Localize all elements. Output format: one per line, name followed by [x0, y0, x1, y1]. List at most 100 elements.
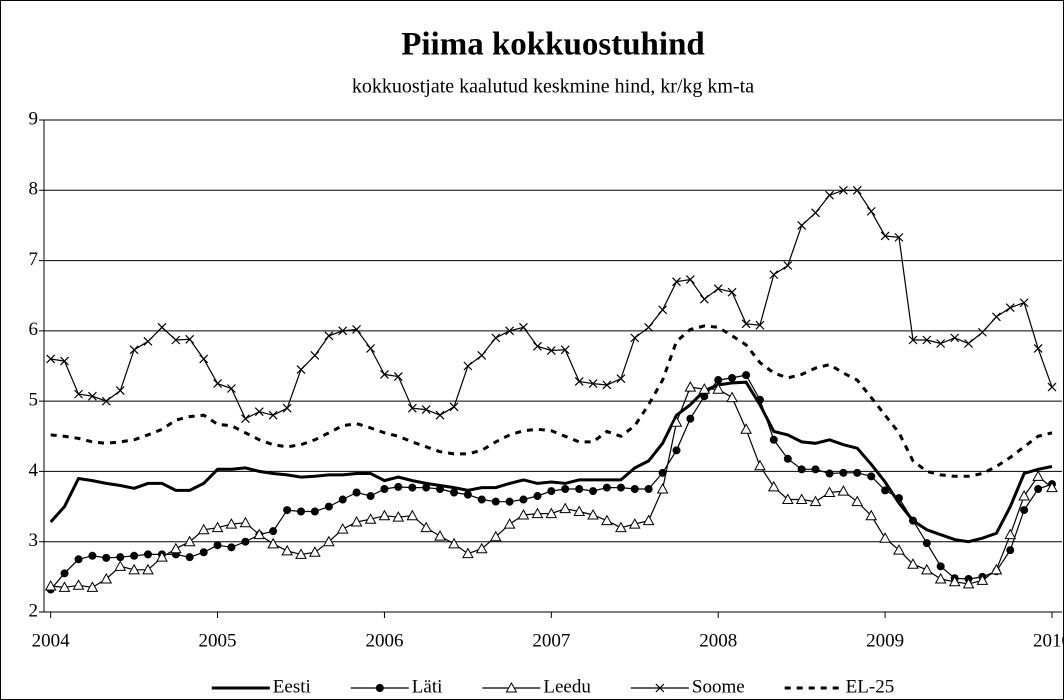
point-marker: [408, 483, 417, 492]
point-marker: [851, 495, 864, 507]
point-marker: [366, 344, 376, 353]
point-marker: [378, 509, 391, 521]
point-marker: [630, 333, 640, 343]
point-marker: [853, 468, 862, 477]
point-marker: [434, 530, 446, 541]
point-marker: [559, 502, 572, 514]
point-marker: [477, 495, 486, 504]
point-marker: [1033, 344, 1043, 353]
point-marker: [755, 395, 764, 404]
point-marker: [491, 497, 500, 506]
point-marker: [976, 574, 989, 585]
point-marker: [866, 206, 876, 216]
line: [50, 324, 1053, 478]
y-tick-label: 3: [29, 530, 39, 551]
point-marker: [352, 325, 362, 334]
point-marker: [698, 383, 711, 394]
point-marker: [310, 507, 319, 516]
point-marker: [658, 305, 668, 315]
series: [46, 185, 1057, 424]
legend-marker: [375, 684, 384, 692]
point-marker: [324, 331, 334, 341]
series: [50, 324, 1053, 478]
point-marker: [922, 539, 931, 548]
point-marker: [825, 190, 834, 200]
point-marker: [797, 465, 806, 474]
legend-label: Leedu: [543, 676, 591, 697]
point-marker: [253, 528, 266, 540]
point-marker: [1006, 546, 1015, 555]
point-marker: [644, 485, 653, 493]
point-marker: [297, 507, 306, 516]
point-marker: [450, 488, 459, 497]
point-marker: [213, 379, 222, 388]
y-tick-label: 4: [29, 460, 39, 481]
point-marker: [781, 493, 794, 505]
point-marker: [143, 550, 152, 559]
point-marker: [1018, 489, 1030, 501]
point-marker: [295, 548, 307, 559]
chart-subtitle: kokkuostjate kaalutud keskmine hind, kr/…: [352, 76, 754, 98]
x-tick-label: 2004: [32, 630, 71, 651]
point-marker: [908, 516, 917, 525]
x-tick-label: 2005: [199, 630, 237, 651]
point-marker: [503, 518, 516, 529]
point-marker: [310, 351, 320, 360]
point-marker: [573, 505, 586, 516]
point-marker: [922, 335, 932, 345]
point-marker: [547, 487, 556, 496]
point-marker: [755, 320, 765, 330]
point-marker: [936, 339, 946, 348]
point-marker: [837, 485, 850, 496]
point-marker: [728, 373, 737, 382]
point-marker: [685, 275, 695, 284]
point-marker: [795, 493, 808, 505]
point-marker: [338, 326, 348, 336]
point-marker: [699, 294, 709, 304]
point-marker: [587, 508, 599, 520]
point-marker: [783, 454, 792, 463]
y-tick-label: 7: [29, 249, 39, 270]
point-marker: [199, 548, 208, 557]
point-marker: [894, 494, 903, 503]
point-marker: [684, 381, 697, 392]
point-marker: [380, 485, 389, 493]
point-marker: [908, 335, 918, 345]
point-marker: [920, 563, 933, 575]
point-marker: [213, 541, 222, 550]
point-marker: [364, 513, 377, 524]
point-marker: [254, 407, 264, 417]
legend-label: Läti: [412, 676, 443, 697]
point-marker: [282, 403, 292, 413]
point-marker: [477, 351, 487, 360]
point-marker: [907, 558, 919, 569]
point-marker: [977, 327, 987, 337]
legend-item: Eesti: [211, 676, 311, 697]
legend-item: Soome: [630, 676, 745, 697]
point-marker: [463, 361, 473, 371]
point-marker: [323, 535, 335, 547]
point-marker: [309, 546, 321, 557]
point-marker: [268, 410, 278, 420]
y-tick-label: 6: [29, 319, 39, 340]
point-marker: [185, 553, 194, 562]
point-marker: [809, 495, 822, 507]
y-tick-label: 5: [29, 390, 39, 411]
y-tick-label: 9: [29, 108, 39, 129]
point-marker: [769, 270, 779, 280]
point-marker: [324, 502, 333, 511]
point-marker: [128, 563, 140, 575]
point-marker: [742, 371, 751, 380]
point-marker: [602, 380, 612, 390]
point-marker: [628, 518, 641, 529]
point-marker: [115, 386, 125, 396]
point-marker: [519, 495, 528, 504]
line: [49, 380, 1053, 544]
point-marker: [296, 365, 306, 374]
point-marker: [87, 391, 97, 401]
y-tick-label: 2: [29, 600, 39, 621]
point-marker: [211, 521, 224, 533]
point-marker: [948, 575, 961, 587]
x-tick-label: 2009: [866, 630, 904, 651]
